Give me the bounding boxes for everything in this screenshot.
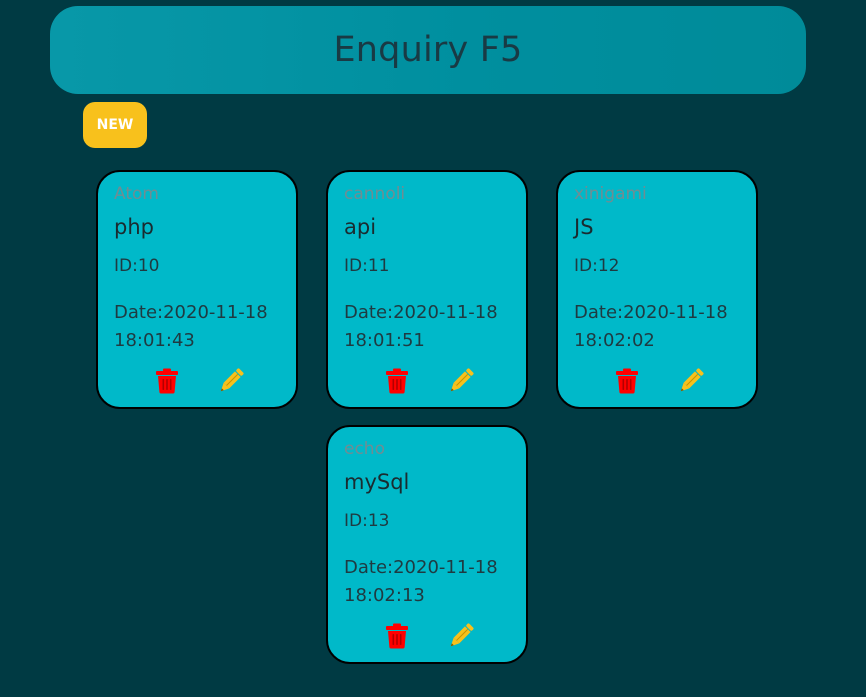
card-author: xinigami bbox=[574, 184, 647, 204]
card-actions bbox=[558, 368, 756, 396]
card-title: mySql bbox=[344, 470, 410, 494]
pencil-icon[interactable] bbox=[446, 623, 474, 651]
pencil-icon[interactable] bbox=[676, 368, 704, 396]
enquiry-card: Atom php ID:10 Date:2020-11-18 18:01:43 bbox=[96, 170, 298, 409]
trash-icon[interactable] bbox=[385, 368, 409, 394]
new-button[interactable]: NEW bbox=[83, 102, 147, 148]
pencil-icon[interactable] bbox=[446, 368, 474, 396]
card-title: api bbox=[344, 215, 377, 239]
card-date: Date:2020-11-18 18:01:43 bbox=[114, 302, 268, 351]
card-title: JS bbox=[574, 215, 594, 239]
card-date: Date:2020-11-18 18:02:13 bbox=[344, 557, 498, 606]
enquiry-card: cannoli api ID:11 Date:2020-11-18 18:01:… bbox=[326, 170, 528, 409]
card-date: Date:2020-11-18 18:02:02 bbox=[574, 302, 728, 351]
enquiry-card: xinigami JS ID:12 Date:2020-11-18 18:02:… bbox=[556, 170, 758, 409]
card-title: php bbox=[114, 215, 154, 239]
card-id: ID:10 bbox=[114, 256, 160, 276]
trash-icon[interactable] bbox=[155, 368, 179, 394]
card-id: ID:11 bbox=[344, 256, 390, 276]
card-actions bbox=[328, 623, 526, 651]
card-date: Date:2020-11-18 18:01:51 bbox=[344, 302, 498, 351]
card-id: ID:13 bbox=[344, 511, 390, 531]
card-author: Atom bbox=[114, 184, 159, 204]
page-header: Enquiry F5 bbox=[50, 6, 806, 94]
page-title: Enquiry F5 bbox=[333, 30, 523, 70]
pencil-icon[interactable] bbox=[216, 368, 244, 396]
card-author: echo bbox=[344, 439, 385, 459]
enquiry-card: echo mySql ID:13 Date:2020-11-18 18:02:1… bbox=[326, 425, 528, 664]
trash-icon[interactable] bbox=[615, 368, 639, 394]
card-actions bbox=[328, 368, 526, 396]
card-author: cannoli bbox=[344, 184, 406, 204]
card-actions bbox=[98, 368, 296, 396]
trash-icon[interactable] bbox=[385, 623, 409, 649]
card-id: ID:12 bbox=[574, 256, 620, 276]
